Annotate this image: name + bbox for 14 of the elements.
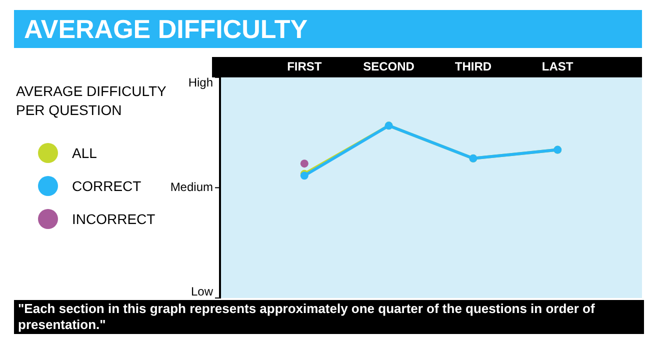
text: Low [190,284,214,298]
legend-label: ALL [72,144,97,160]
text: High [188,76,213,90]
legend-label: INCORRECT [72,210,156,226]
text: Medium [170,180,213,194]
legend-label: CORRECT [72,178,142,194]
chart-title: AVERAGE DIFFICULTY [14,10,642,48]
x-tick-label: FIRST [287,60,322,74]
point [300,160,308,168]
x-tick-label: LAST [542,60,574,74]
legend-title: AVERAGE DIFFICULTY PER QUESTION [16,82,168,120]
text: "Each section in this graph represents approximately one quarter of the questions in order of presentation." [14,300,644,334]
x-tick-label: SECOND [363,60,415,74]
x-tick-label: THIRD [454,60,492,74]
